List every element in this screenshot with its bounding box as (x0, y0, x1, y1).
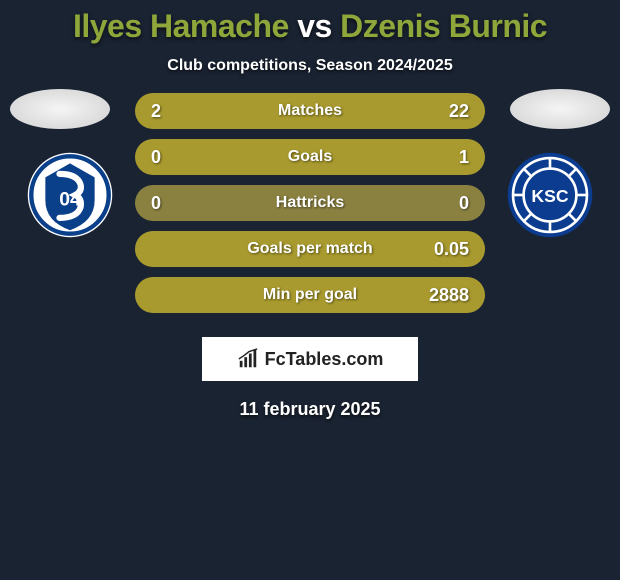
watermark: FcTables.com (202, 337, 418, 381)
stats-list: 2 Matches 22 0 Goals 1 0 Hattricks 0 Goals per ma… (135, 93, 485, 313)
watermark-text: FcTables.com (265, 349, 384, 370)
stat-right-value: 22 (429, 101, 469, 122)
svg-text:04: 04 (59, 189, 81, 211)
club1-badge: 04 (26, 151, 114, 239)
player2-name: Dzenis Burnic (340, 8, 547, 44)
stat-label: Matches (278, 102, 342, 120)
stat-right-value: 2888 (429, 285, 469, 306)
svg-text:KSC: KSC (531, 186, 568, 206)
stat-right-value: 1 (429, 147, 469, 168)
vs-text: vs (297, 8, 332, 44)
player1-name: Ilyes Hamache (73, 8, 289, 44)
chart-icon (237, 348, 259, 370)
stat-right-value: 0.05 (429, 239, 469, 260)
player2-photo (510, 89, 610, 129)
stat-left-value: 2 (151, 101, 191, 122)
club2-badge: KSC (506, 151, 594, 239)
schalke-icon: 04 (26, 151, 114, 239)
stat-left-value: 0 (151, 193, 191, 214)
stat-label: Goals (288, 148, 332, 166)
stat-row-goals: 0 Goals 1 (135, 139, 485, 175)
stat-label: Goals per match (247, 240, 372, 258)
stat-right-value: 0 (429, 193, 469, 214)
stat-row-min-per-goal: Min per goal 2888 (135, 277, 485, 313)
stat-label: Min per goal (263, 286, 357, 304)
comparison-title: Ilyes Hamache vs Dzenis Burnic (0, 0, 620, 45)
stat-label: Hattricks (276, 194, 344, 212)
stat-row-hattricks: 0 Hattricks 0 (135, 185, 485, 221)
stat-row-goals-per-match: Goals per match 0.05 (135, 231, 485, 267)
stat-left-value: 0 (151, 147, 191, 168)
date-text: 11 february 2025 (0, 399, 620, 420)
stat-row-matches: 2 Matches 22 (135, 93, 485, 129)
ksc-icon: KSC (506, 151, 594, 239)
subtitle: Club competitions, Season 2024/2025 (0, 57, 620, 75)
comparison-panel: 04 KSC 2 Matches 22 0 Goals 1 0 Hattricks 0 Goals… (0, 93, 620, 313)
player1-photo (10, 89, 110, 129)
